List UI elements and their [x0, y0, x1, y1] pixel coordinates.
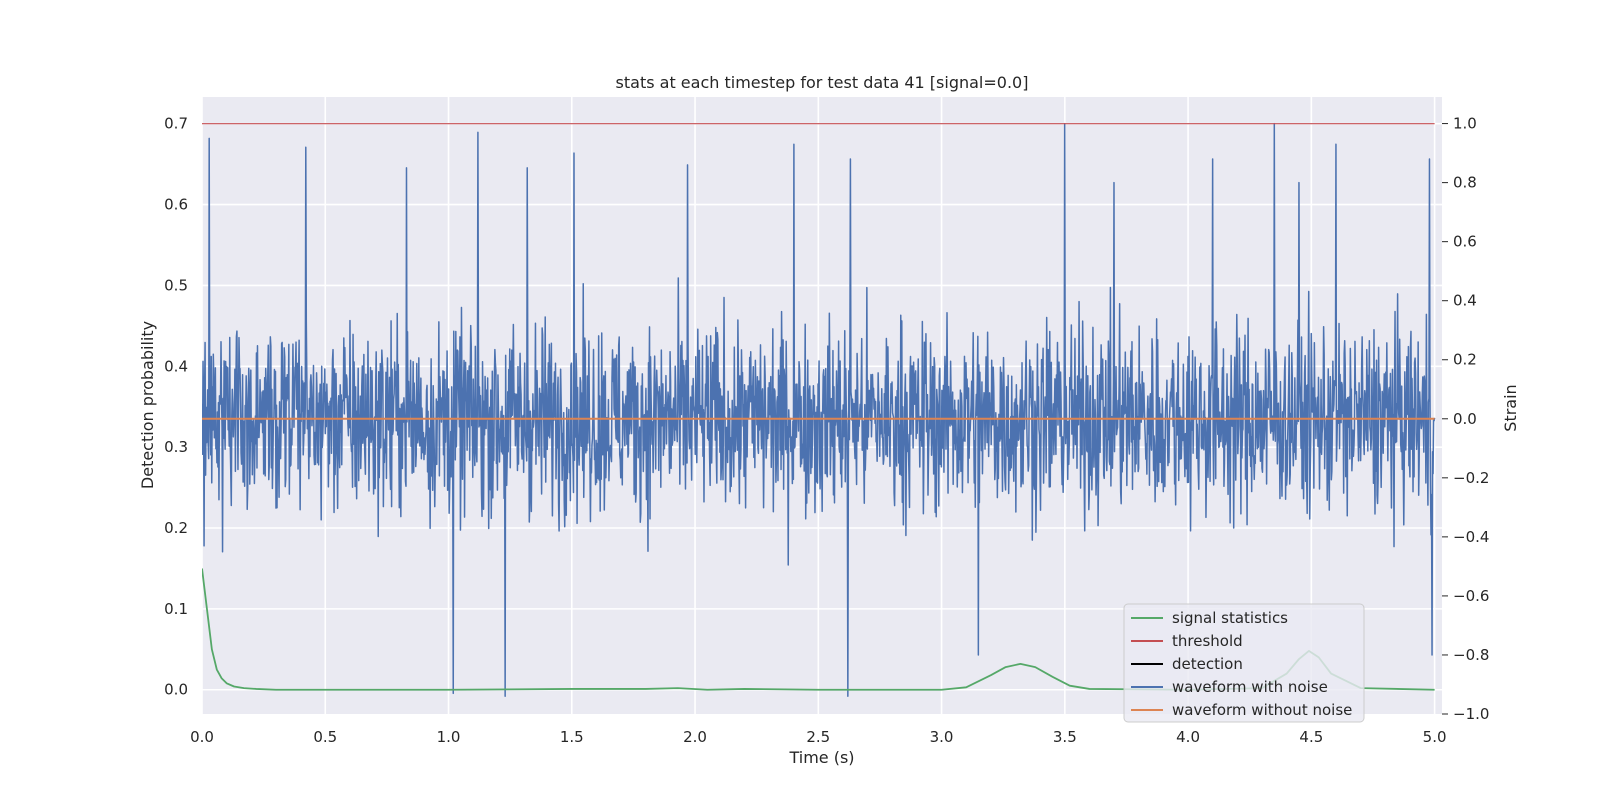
chart-title: stats at each timestep for test data 41 …	[616, 73, 1029, 92]
y2-tick-label: 1.0	[1453, 115, 1477, 133]
y-tick-label: 0.5	[164, 276, 188, 294]
y-axis-label: Detection probability	[138, 321, 157, 489]
y2-tick-label: −1.0	[1453, 705, 1489, 723]
y2-tick-label: 0.2	[1453, 351, 1477, 369]
y2-tick-label: 0.6	[1453, 233, 1477, 251]
legend-entry: waveform without noise	[1172, 701, 1352, 719]
legend: signal statistics threshold detection wavef…	[1123, 603, 1365, 723]
y-tick-label: 0.6	[164, 196, 188, 214]
x-tick-label: 0.0	[190, 728, 214, 746]
legend-box	[1123, 603, 1365, 723]
y2-tick-label: 0.8	[1453, 174, 1477, 192]
y-tick-label: 0.7	[164, 115, 188, 133]
legend-entry: signal statistics	[1172, 609, 1288, 627]
y-tick-label: 0.3	[164, 438, 188, 456]
y2-tick-label: 0.0	[1453, 410, 1477, 428]
x-tick-label: 2.5	[806, 728, 830, 746]
y2-tick-label: −0.2	[1453, 469, 1489, 487]
y-tick-label: 0.1	[164, 600, 188, 618]
series-waveform-with-noise	[202, 122, 1436, 698]
y2-tick-label: −0.8	[1453, 646, 1489, 664]
x-tick-label: 5.0	[1423, 728, 1447, 746]
x-tick-label: 3.0	[930, 728, 954, 746]
legend-entry: detection	[1172, 655, 1243, 673]
x-tick-label: 2.0	[683, 728, 707, 746]
legend-entry: waveform with noise	[1172, 678, 1328, 696]
plot-area	[202, 122, 1436, 698]
x-tick-label: 0.5	[313, 728, 337, 746]
y-tick-label: 0.4	[164, 357, 188, 375]
x-axis-label: Time (s)	[788, 748, 854, 767]
y-tick-label: 0.0	[164, 681, 188, 699]
x-tick-label: 4.0	[1176, 728, 1200, 746]
x-tick-label: 3.5	[1053, 728, 1077, 746]
y-tick-label: 0.2	[164, 519, 188, 537]
x-tick-label: 4.5	[1299, 728, 1323, 746]
axes: 0.0 0.5 1.0 1.5 2.0 2.5 3.0 3.5 4.0 4.5 5.0 0.0 0.1 0…	[164, 115, 1489, 746]
x-tick-label: 1.0	[437, 728, 461, 746]
legend-entry: threshold	[1172, 632, 1243, 650]
x-tick-label: 1.5	[560, 728, 584, 746]
y2-tick-label: −0.4	[1453, 528, 1489, 546]
y2-axis-label: Strain	[1501, 384, 1520, 431]
y2-tick-label: −0.6	[1453, 587, 1489, 605]
y2-tick-label: 0.4	[1453, 292, 1477, 310]
